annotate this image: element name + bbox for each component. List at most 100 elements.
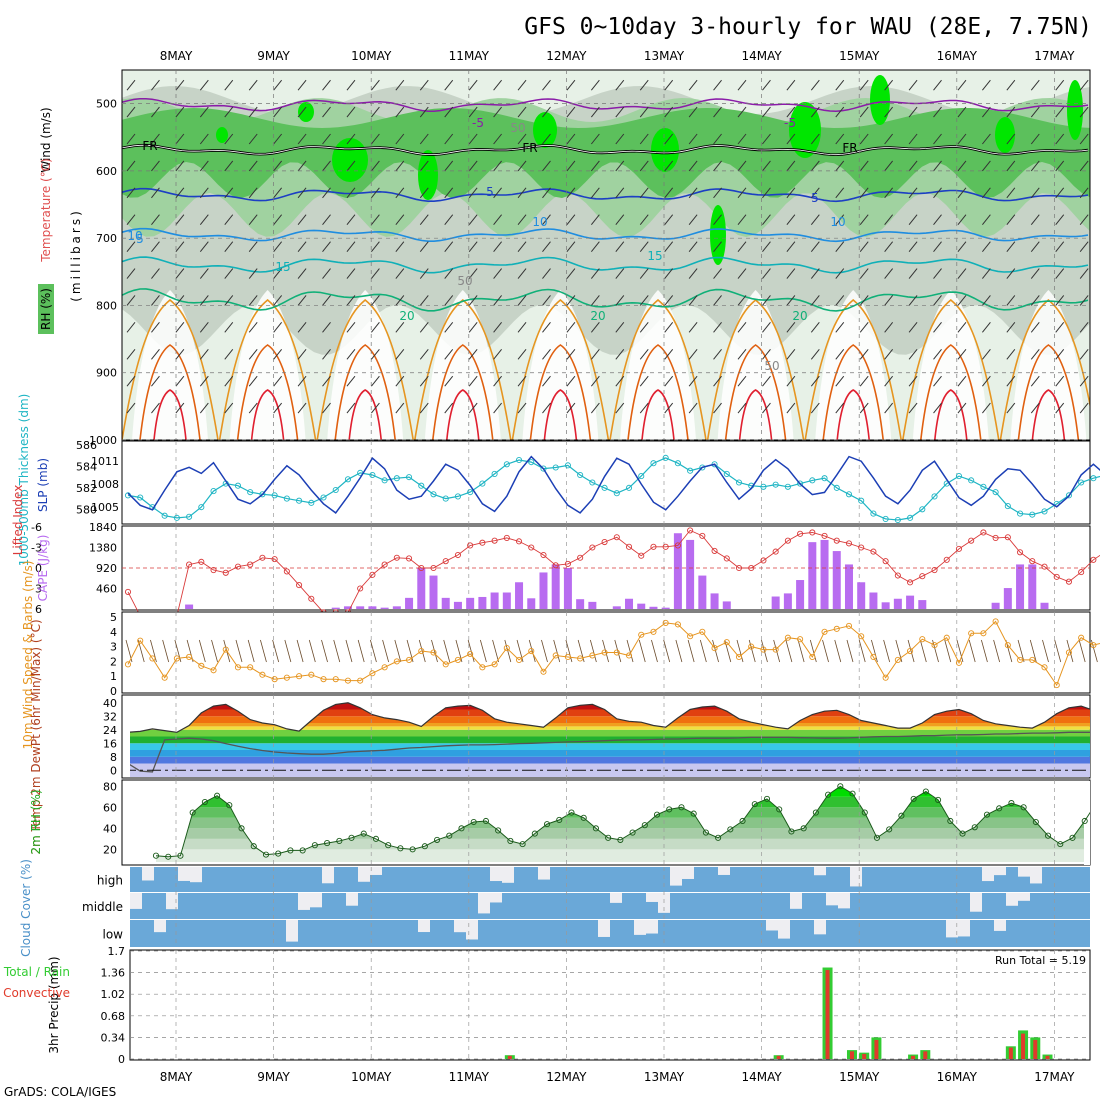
temp-contour-35 — [641, 389, 675, 440]
thickness-line-point — [1090, 475, 1097, 482]
lifted-index-line-point — [601, 538, 608, 546]
wind-barb-10m — [1078, 639, 1086, 663]
wind-speed-line-point — [797, 636, 804, 643]
wind-barb — [615, 187, 625, 199]
thickness-line-point — [723, 470, 730, 477]
lifted-index-line-point — [711, 547, 718, 554]
wind-speed-line-point — [577, 655, 584, 662]
wind-barb — [444, 348, 454, 360]
thickness-line-point — [662, 454, 669, 461]
wind-speed-line-point — [491, 661, 498, 668]
rh-line-point — [763, 795, 771, 802]
wind-barb — [151, 187, 160, 199]
precip-legend-convective: Convective — [3, 986, 70, 1000]
rh-line-point — [409, 846, 416, 853]
wind-barb — [126, 214, 136, 226]
wind-barb — [322, 375, 331, 387]
wind-speed-line-point — [907, 647, 914, 655]
wind-barb — [395, 187, 405, 199]
wind-barb — [126, 268, 136, 279]
wind-speed-line-point — [137, 637, 144, 644]
wind-barb — [468, 295, 478, 306]
wind-barb-10m — [247, 639, 255, 663]
wind-speed-line — [127, 620, 1100, 687]
wind-barb — [1079, 187, 1089, 199]
cape-tick: 1380 — [89, 542, 117, 555]
wind-barb — [371, 133, 380, 145]
wind-barb — [884, 79, 894, 91]
rh-blob — [651, 128, 679, 172]
rh-line-point — [470, 818, 477, 826]
wind-barb-10m — [394, 639, 402, 663]
wind-barb — [908, 375, 918, 387]
wind-barb — [517, 133, 527, 145]
wind-barb — [199, 375, 209, 387]
wind-speed-line-point — [674, 621, 681, 628]
wind-barb — [371, 322, 380, 333]
wind-tick: 4 — [110, 626, 117, 639]
thickness-axis-label: 1000-500mb Thickness (dm) — [17, 394, 31, 567]
wind-barb — [199, 214, 209, 226]
wind-barb — [835, 268, 845, 279]
wind-barb-10m — [565, 639, 573, 663]
wind-barb — [933, 106, 942, 118]
wind-barb — [933, 295, 942, 306]
thickness-line-point — [332, 486, 339, 494]
wind-speed-line-point — [308, 671, 315, 678]
wind-barb — [371, 214, 380, 226]
wind-barb-10m — [602, 639, 609, 663]
wind-barb — [322, 402, 331, 414]
wind-barb — [126, 348, 136, 360]
wind-barb — [908, 79, 918, 91]
temp-band — [130, 756, 1090, 764]
wind-barb — [224, 322, 234, 333]
cloud-gap — [178, 867, 190, 881]
wind-barb — [933, 79, 942, 91]
lifted-index-line-point — [234, 563, 242, 570]
cloud-gap — [358, 867, 370, 882]
rh-blob — [789, 102, 821, 158]
thickness-line-point — [845, 491, 853, 498]
wind-barb — [786, 187, 796, 199]
thickness-line-point — [980, 483, 987, 490]
cape-bar — [1028, 564, 1037, 609]
wind-barb — [786, 79, 796, 91]
wind-barb — [371, 241, 380, 252]
cape-bar — [588, 601, 597, 609]
wind-barb — [688, 322, 698, 333]
wind-barb — [175, 295, 185, 306]
wind-barb — [688, 214, 698, 226]
temp-tick: 32 — [103, 710, 117, 723]
dewpoint-line — [130, 731, 1090, 773]
wind-barb — [590, 295, 600, 306]
wind-barb — [639, 348, 649, 360]
precip-tick: 0 — [118, 1053, 125, 1066]
wind-barb — [957, 160, 967, 172]
precip-legend-total: Total / Rain — [3, 965, 70, 979]
wind-barb — [175, 348, 185, 360]
lifted-index-line-point — [467, 542, 474, 549]
thickness-line-point — [210, 488, 217, 495]
wind-barb — [297, 79, 307, 91]
temp-axis-label: 2m Temp 2m DewPt (6hr Min/Max) (°C) — [29, 619, 43, 854]
rh-line-point — [959, 830, 966, 837]
pressure-axis-label: (millibars) — [69, 208, 83, 302]
wind-barb-10m — [1054, 639, 1062, 663]
wind-barb — [151, 79, 160, 91]
wind-barb — [273, 214, 283, 226]
cape-bar — [612, 606, 621, 609]
precip-tick: 0.68 — [101, 1010, 126, 1023]
cape-bar — [625, 598, 634, 609]
thickness-line-point — [784, 483, 791, 490]
rh-blob — [995, 117, 1015, 153]
wind-barb-10m — [1017, 639, 1025, 663]
wind-barb — [810, 268, 820, 279]
wind-barb — [884, 160, 894, 172]
temp-contour-25 — [609, 298, 707, 440]
wind-barb — [346, 348, 356, 360]
wind-barb — [248, 214, 258, 226]
wind-barb-10m — [748, 639, 756, 663]
wind-barb — [664, 106, 674, 118]
cloud-gap — [1018, 867, 1030, 877]
